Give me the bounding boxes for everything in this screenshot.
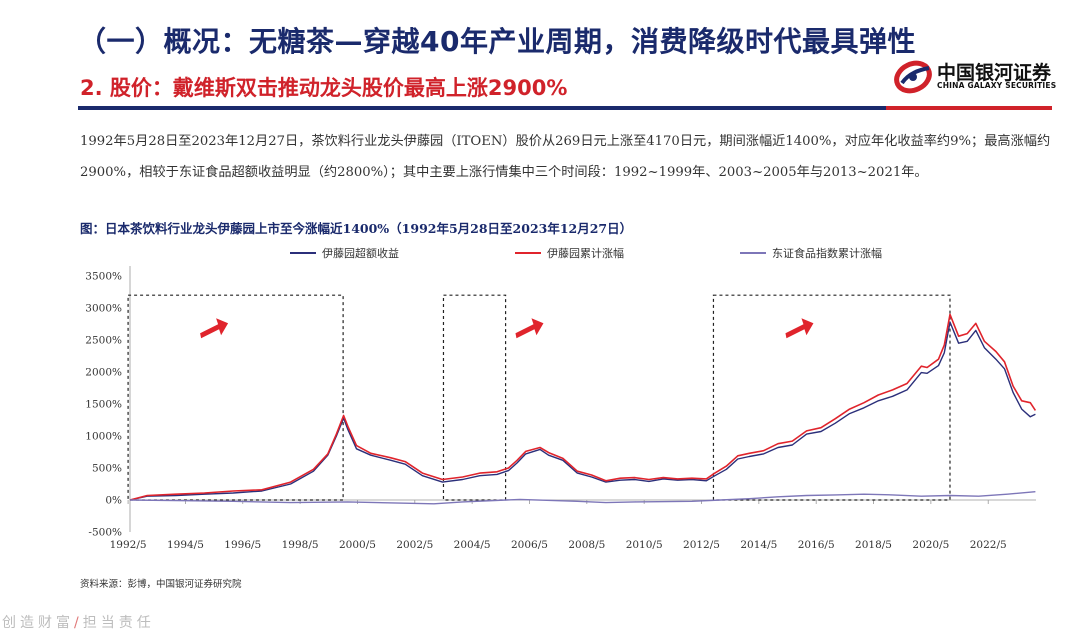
x-tick-label: 2022/5: [970, 539, 1007, 551]
legend-label: 伊藤园超额收益: [322, 246, 399, 260]
figure-source: 资料来源：彭博，中国银河证券研究院: [80, 579, 242, 590]
up-arrow-icon: [785, 318, 814, 339]
stock-return-chart: -500% 0% 500% 1000% 1500% 2000% 2500% 3000% 3500…: [85, 246, 1037, 551]
y-tick-label: 2500%: [85, 335, 122, 347]
up-arrow-icon: [515, 318, 544, 339]
legend-label: 东证食品指数累计涨幅: [772, 246, 882, 260]
y-tick-label: -500%: [88, 527, 122, 539]
x-tick-label: 2008/5: [568, 539, 605, 551]
highlight-box: [127, 294, 344, 501]
title-rule-red: [886, 106, 1052, 110]
y-tick-label: 0%: [105, 495, 122, 507]
x-tick-label: 2006/5: [511, 539, 548, 551]
series-line-1: [129, 313, 1037, 501]
footer-right: 担当责任: [82, 615, 155, 631]
series-line-2: [129, 491, 1036, 505]
highlight-box: [712, 294, 951, 501]
section-subtitle: 2. 股价：戴维斯双击推动龙头股价最高上涨2900%: [80, 76, 568, 100]
x-tick-label: 1998/5: [282, 539, 319, 551]
series-line-0: [129, 321, 1036, 501]
x-tick-label: 2004/5: [454, 539, 491, 551]
x-tick-label: 2014/5: [740, 539, 777, 551]
footer-slash: /: [74, 615, 83, 631]
x-tick-label: 2020/5: [912, 539, 949, 551]
legend-label: 伊藤园累计涨幅: [547, 247, 624, 260]
page-title: （一）概况：无糖茶—穿越40年产业周期，消费降级时代最具弹性: [78, 25, 916, 58]
y-tick-label: 500%: [92, 463, 122, 475]
footer-slogan: 创造财富/担当责任: [2, 612, 155, 632]
x-tick-label: 2002/5: [396, 539, 433, 551]
x-tick-label: 1992/5: [110, 539, 147, 551]
figure-caption: 图：日本茶饮料行业龙头伊藤园上市至今涨幅近1400%（1992年5月28日至20…: [80, 221, 633, 236]
y-tick-label: 3000%: [85, 303, 122, 315]
x-tick-label: 2018/5: [855, 539, 892, 551]
x-tick-label: 1996/5: [224, 539, 261, 551]
y-tick-label: 3500%: [85, 271, 122, 283]
y-tick-label: 1500%: [85, 399, 122, 411]
x-tick-label: 2010/5: [626, 539, 663, 551]
title-rule-blue: [78, 106, 886, 110]
x-tick-label: 2016/5: [798, 539, 835, 551]
y-tick-label: 1000%: [85, 431, 122, 443]
y-tick-label: 2000%: [85, 367, 122, 379]
x-tick-label: 2012/5: [683, 539, 720, 551]
x-tick-label: 1994/5: [167, 539, 204, 551]
x-tick-label: 2000/5: [339, 539, 376, 551]
footer-left: 创造财富: [2, 615, 74, 631]
logo-text-cn: 中国银河证券: [937, 62, 1052, 84]
up-arrow-icon: [200, 318, 229, 339]
summary-paragraph: 1992年5月28日至2023年12月27日，茶饮料行业龙头伊藤园（ITOEN）…: [80, 134, 1051, 180]
galaxy-logo-icon: [894, 60, 932, 94]
logo-text-en: CHINA GALAXY SECURITIES: [937, 81, 1057, 90]
highlight-box: [442, 294, 507, 501]
company-logo: 中国银河证券 CHINA GALAXY SECURITIES: [893, 56, 1063, 96]
